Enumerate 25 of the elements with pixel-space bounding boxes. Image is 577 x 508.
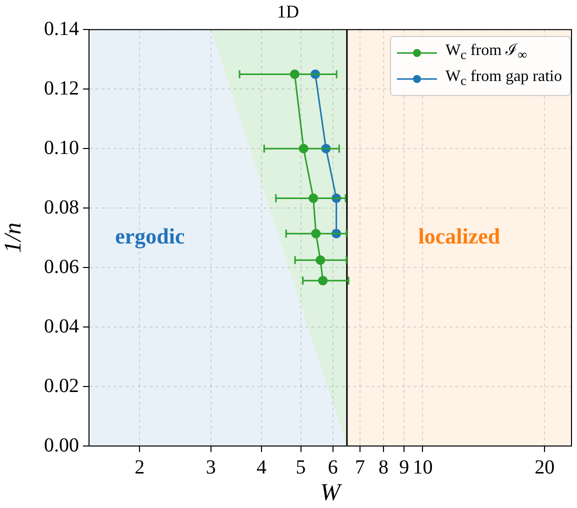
- x-tick-label: 2: [134, 456, 145, 478]
- chart-title: 1D: [277, 2, 299, 22]
- y-tick-label: 0.04: [44, 315, 79, 338]
- x-tick-label: 4: [256, 456, 267, 478]
- x-tick-label: 9: [399, 456, 410, 478]
- y-axis-title: 1/n: [0, 222, 27, 254]
- y-tick-label: 0.02: [44, 374, 79, 397]
- y-tick-label: 0.10: [44, 136, 79, 159]
- y-tick-label: 0.12: [44, 77, 79, 100]
- legend-label: W$_{c}$ from gap ratio: [445, 67, 562, 90]
- y-tick-label: 0.06: [44, 256, 79, 278]
- series-label: ergodic: [115, 223, 186, 248]
- x-tick-label: 3: [206, 456, 216, 478]
- x-tick-label: 20: [534, 456, 555, 478]
- x-tick-label: 7: [354, 456, 365, 478]
- y-tick-label: 0.00: [44, 434, 79, 456]
- x-axis-title: W: [320, 480, 342, 506]
- band-label: localized: [418, 223, 500, 248]
- y-tick-label: 0.08: [44, 196, 79, 218]
- x-tick-label: 6: [328, 456, 338, 478]
- x-tick-label: 8: [378, 456, 388, 478]
- y-tick-label: 0.14: [44, 18, 79, 40]
- x-tick-label: 10: [412, 456, 433, 478]
- x-tick-label: 5: [296, 456, 306, 478]
- legend-label: W$_{c}$ from ℐ$_{∞}$: [445, 41, 528, 64]
